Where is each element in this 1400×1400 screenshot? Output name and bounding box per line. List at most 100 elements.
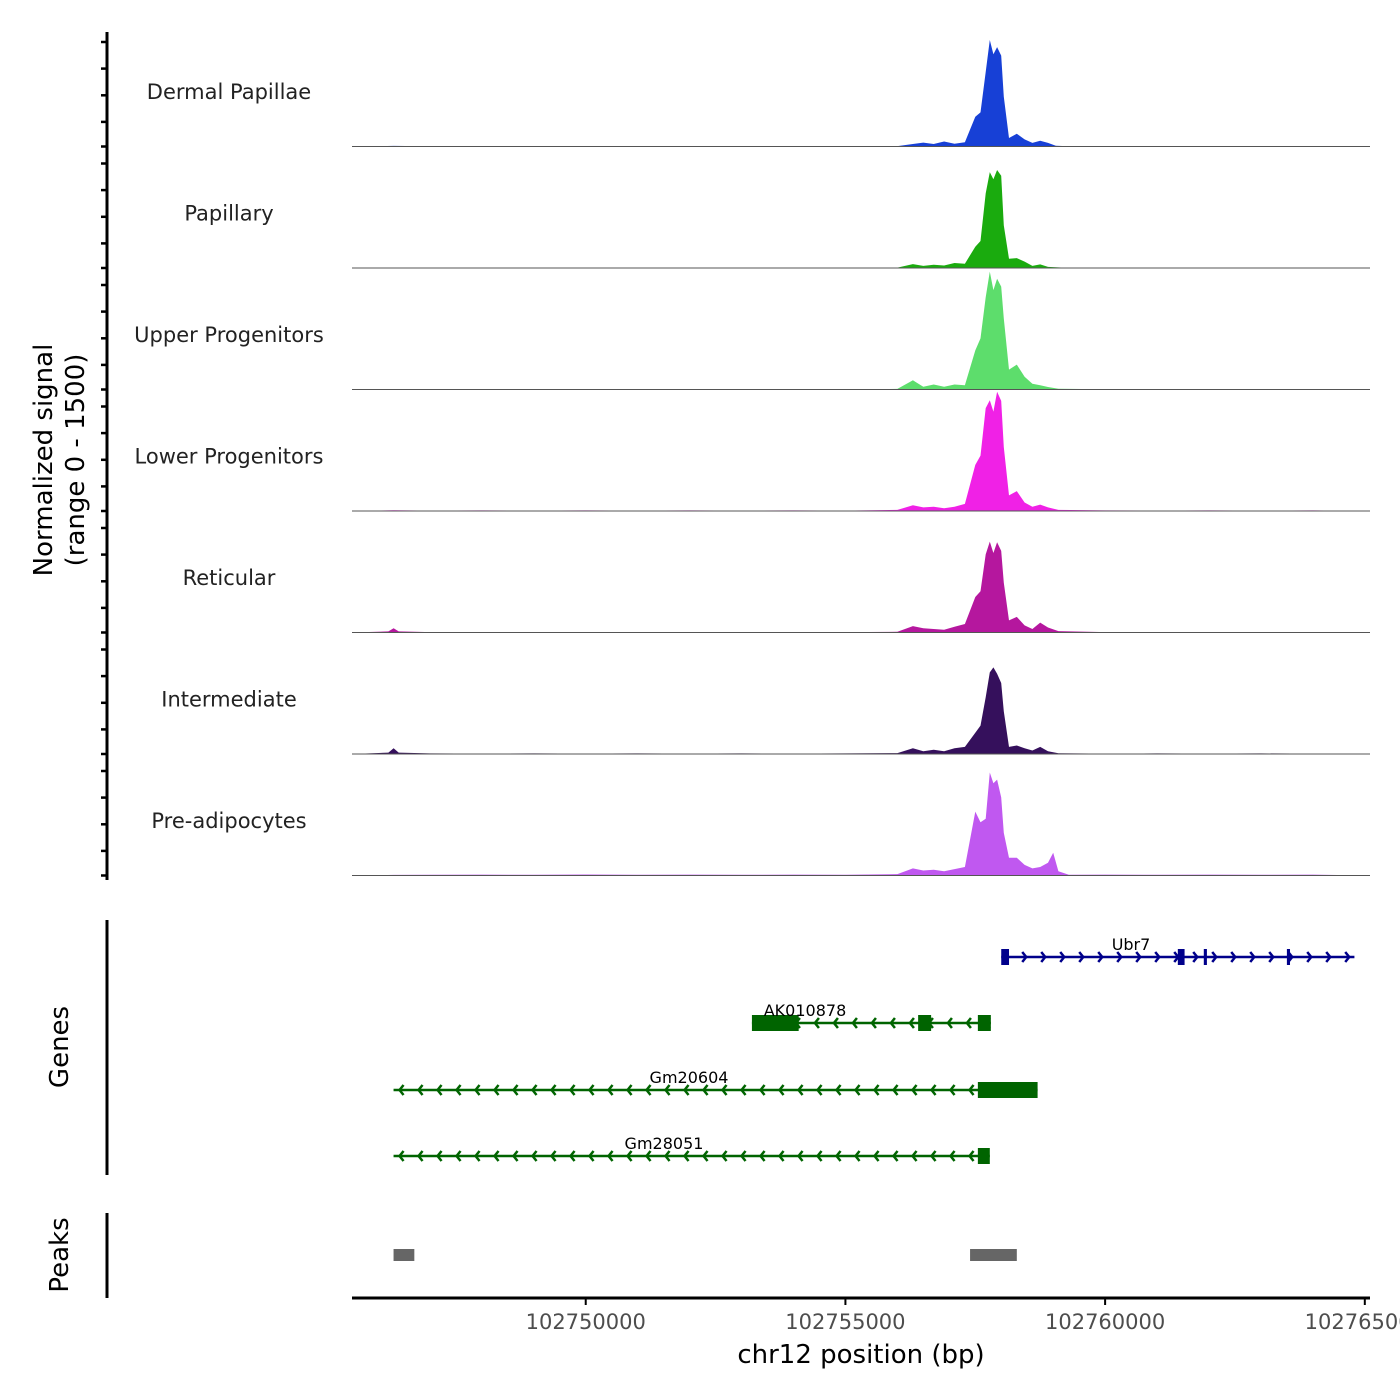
- y-axis-title: Normalized signal: [29, 344, 59, 577]
- strand-arrow: [758, 1150, 766, 1162]
- strand-arrow: [1135, 951, 1142, 963]
- gene-Gm20604: Gm20604: [393, 1068, 1038, 1098]
- x-tick-label: 102755000: [785, 1310, 905, 1334]
- track-label: Dermal Papillae: [147, 80, 311, 104]
- track-area: [352, 40, 1370, 147]
- exon: [1203, 949, 1207, 965]
- peak-regions: [393, 1249, 1017, 1261]
- strand-arrow: [870, 1017, 877, 1029]
- strand-arrow: [967, 1084, 975, 1096]
- strand-arrow: [948, 1150, 956, 1162]
- gene-Ubr7: Ubr7: [1001, 935, 1355, 965]
- x-tick-label: 102750000: [526, 1310, 646, 1334]
- track-area: [352, 170, 1370, 268]
- track-area: [352, 391, 1370, 511]
- genes-panel: Genes Ubr7 AK010878 Gm20604 Gm28051: [45, 920, 1355, 1175]
- strand-arrow: [889, 1017, 896, 1029]
- strand-arrow: [701, 1150, 709, 1162]
- strand-arrow: [777, 1084, 785, 1096]
- track-4: Reticular: [183, 541, 1370, 633]
- strand-arrow: [397, 1150, 405, 1162]
- peak-region: [970, 1249, 1017, 1261]
- strand-arrow: [625, 1150, 633, 1162]
- strand-arrow: [701, 1084, 709, 1096]
- strand-arrow: [492, 1150, 500, 1162]
- strand-arrow: [644, 1084, 652, 1096]
- gene-AK010878: AK010878: [751, 1001, 991, 1031]
- strand-arrow: [965, 1017, 972, 1029]
- strand-arrow: [530, 1084, 538, 1096]
- coverage-y-ticks: [101, 40, 107, 877]
- strand-arrow: [853, 1150, 861, 1162]
- track-label: Reticular: [183, 566, 276, 590]
- strand-arrow: [777, 1150, 785, 1162]
- strand-arrow: [891, 1084, 899, 1096]
- strand-arrow: [1059, 951, 1066, 963]
- track-area: [352, 772, 1370, 876]
- strand-arrow: [1344, 951, 1351, 963]
- strand-arrow: [644, 1150, 652, 1162]
- strand-arrow: [853, 1084, 861, 1096]
- strand-arrow: [815, 1084, 823, 1096]
- strand-arrow: [948, 1084, 956, 1096]
- gene-models: Ubr7 AK010878 Gm20604 Gm28051: [393, 935, 1355, 1164]
- gene-label: Gm28051: [625, 1134, 704, 1153]
- exon: [1286, 949, 1291, 965]
- peak-region: [393, 1249, 415, 1261]
- strand-arrow: [663, 1150, 671, 1162]
- strand-arrow: [454, 1084, 462, 1096]
- x-tick-label: 102760000: [1045, 1310, 1165, 1334]
- strand-arrow: [606, 1150, 614, 1162]
- strand-arrow: [454, 1150, 462, 1162]
- strand-arrow: [1192, 951, 1199, 963]
- y-axis-title-range: (range 0 - 1500): [61, 354, 91, 567]
- strand-arrow: [416, 1084, 424, 1096]
- strand-arrow: [1306, 951, 1313, 963]
- strand-arrow: [739, 1150, 747, 1162]
- strand-arrow: [682, 1084, 690, 1096]
- strand-arrow: [1154, 951, 1161, 963]
- strand-arrow: [1230, 951, 1237, 963]
- strand-arrow: [549, 1150, 557, 1162]
- strand-arrow: [891, 1150, 899, 1162]
- track-label: Upper Progenitors: [134, 323, 324, 347]
- strand-arrow: [511, 1150, 519, 1162]
- strand-arrow: [549, 1084, 557, 1096]
- strand-arrow: [1325, 951, 1332, 963]
- track-2: Upper Progenitors: [134, 271, 1370, 390]
- strand-arrow: [872, 1150, 880, 1162]
- strand-arrow: [1116, 951, 1123, 963]
- gene-label: AK010878: [764, 1001, 847, 1020]
- strand-arrow: [606, 1084, 614, 1096]
- coverage-panel: Normalized signal (range 0 - 1500) Derma…: [29, 32, 1370, 880]
- coverage-tracks: Dermal Papillae Papillary Upper Progenitor…: [134, 40, 1370, 876]
- track-3: Lower Progenitors: [135, 391, 1370, 512]
- strand-arrow: [796, 1084, 804, 1096]
- genes-axis-title: Genes: [45, 1006, 75, 1088]
- exon: [977, 1148, 990, 1164]
- strand-arrow: [1021, 951, 1028, 963]
- strand-arrow: [530, 1150, 538, 1162]
- strand-arrow: [568, 1150, 576, 1162]
- strand-arrow: [587, 1150, 595, 1162]
- strand-arrow: [834, 1084, 842, 1096]
- strand-arrow: [929, 1150, 937, 1162]
- x-axis-ticks: 102750000 102755000 102760000 102765000: [526, 1298, 1400, 1334]
- track-6: Pre-adipocytes: [151, 772, 1370, 876]
- strand-arrow: [663, 1084, 671, 1096]
- track-5: Intermediate: [161, 667, 1370, 755]
- strand-arrow: [851, 1017, 858, 1029]
- strand-arrow: [967, 1150, 975, 1162]
- strand-arrow: [813, 1017, 820, 1029]
- strand-arrow: [625, 1084, 633, 1096]
- track-area: [352, 667, 1370, 754]
- strand-arrow: [929, 1084, 937, 1096]
- strand-arrow: [568, 1084, 576, 1096]
- strand-arrow: [872, 1084, 880, 1096]
- strand-arrow: [910, 1084, 918, 1096]
- track-label: Pre-adipocytes: [151, 809, 306, 833]
- peaks-panel: Peaks: [45, 1213, 1017, 1298]
- strand-arrow: [720, 1150, 728, 1162]
- strand-arrow: [1040, 951, 1047, 963]
